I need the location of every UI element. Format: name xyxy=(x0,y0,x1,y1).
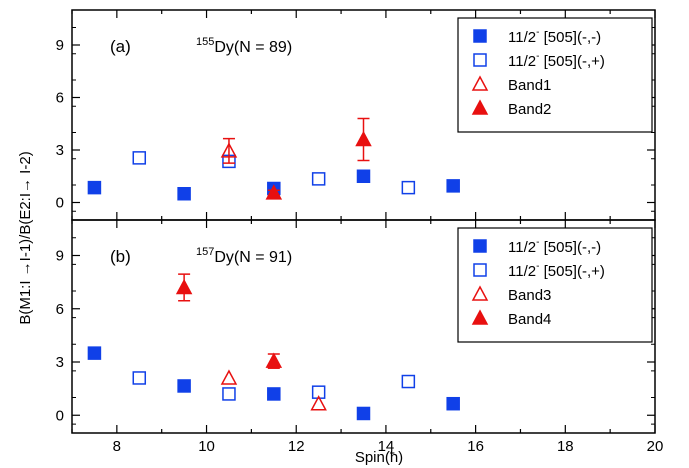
data-point xyxy=(220,369,238,385)
legend: 11/2- [505](-,-)11/2- [505](-,+)Band3Ban… xyxy=(457,227,653,343)
legend-label-main: Band2 xyxy=(508,101,551,118)
y-tick-label: 0 xyxy=(56,195,64,212)
data-point xyxy=(87,346,102,360)
panel-label: (b) xyxy=(110,247,131,266)
legend-marker xyxy=(471,99,489,115)
series-band2 xyxy=(265,117,372,200)
series-11-2-505- xyxy=(87,346,460,421)
legend-marker xyxy=(473,53,487,67)
y-tick-label: 3 xyxy=(56,354,64,371)
legend-label: 11/2- [505](-,+) xyxy=(508,51,605,70)
data-point xyxy=(222,387,236,401)
data-point xyxy=(265,184,283,200)
legend: 11/2- [505](-,-)11/2- [505](-,+)Band1Ban… xyxy=(457,17,653,133)
legend-label-rest: [505](-,+) xyxy=(539,263,604,280)
y-tick-label: 9 xyxy=(56,248,64,265)
legend-label-sup: - xyxy=(536,261,539,272)
nucleus-text: Dy(N = 91) xyxy=(214,249,292,266)
legend-label-main: Band1 xyxy=(508,77,551,94)
legend-marker xyxy=(473,29,487,43)
x-tick-label: 8 xyxy=(113,438,121,455)
y-tick-label: 6 xyxy=(56,301,64,318)
data-point xyxy=(355,130,372,147)
legend-label: Band1 xyxy=(508,77,551,94)
data-point xyxy=(177,379,191,393)
series-11-2-505- xyxy=(132,151,416,195)
nucleus-label: 155Dy(N = 89) xyxy=(196,36,292,56)
y-tick-label: 3 xyxy=(56,142,64,159)
legend-label-main: Band4 xyxy=(508,311,551,328)
y-tick-label: 0 xyxy=(56,407,64,424)
data-point xyxy=(446,179,460,193)
data-point xyxy=(356,169,371,183)
data-point xyxy=(310,395,327,411)
data-point xyxy=(401,374,416,389)
data-point xyxy=(87,180,102,195)
legend-label: 11/2- [505](-,-) xyxy=(508,27,601,46)
legend-label-rest: [505](-,-) xyxy=(539,29,601,46)
legend-label-main: 11/2 xyxy=(508,263,536,280)
data-point xyxy=(267,387,281,401)
nucleus-label: 157Dy(N = 91) xyxy=(196,246,292,266)
x-tick-label: 12 xyxy=(288,438,305,455)
data-point xyxy=(446,396,460,411)
x-tick-label: 10 xyxy=(198,438,215,455)
legend-label: 11/2- [505](-,-) xyxy=(508,237,601,256)
panel-label: (a) xyxy=(110,37,131,56)
legend-label: Band3 xyxy=(508,287,551,304)
nucleus-mass: 157 xyxy=(196,246,214,258)
legend-label-main: Band3 xyxy=(508,287,551,304)
x-axis-label: Spin(ħ) xyxy=(355,449,403,466)
data-point xyxy=(220,142,238,158)
legend-label-sup: - xyxy=(536,51,539,62)
legend-label-main: 11/2 xyxy=(508,239,536,256)
legend-marker xyxy=(473,239,487,253)
legend-label: Band2 xyxy=(508,101,551,118)
nucleus-text: Dy(N = 89) xyxy=(214,39,292,56)
legend-marker xyxy=(473,263,487,277)
data-point xyxy=(132,371,147,385)
data-point xyxy=(177,187,191,201)
x-tick-label: 16 xyxy=(467,438,484,455)
legend-label-rest: [505](-,-) xyxy=(539,239,601,256)
data-point xyxy=(265,352,283,368)
legend-label: Band4 xyxy=(508,311,551,328)
data-point xyxy=(132,151,147,165)
legend-marker xyxy=(471,309,489,325)
data-point xyxy=(311,172,326,186)
data-point xyxy=(401,180,416,195)
y-tick-label: 9 xyxy=(56,37,64,54)
legend-label-main: 11/2 xyxy=(508,29,536,46)
plot-frame xyxy=(71,219,656,434)
series-band1 xyxy=(220,137,238,164)
legend-marker xyxy=(471,285,489,301)
legend-label-sup: - xyxy=(536,27,539,38)
legend-box xyxy=(457,227,653,343)
x-tick-label: 14 xyxy=(378,438,395,455)
legend-label-main: 11/2 xyxy=(508,53,536,70)
legend-box xyxy=(457,17,653,133)
legend-label-rest: [505](-,+) xyxy=(539,53,604,70)
x-tick-label: 20 xyxy=(647,438,664,455)
legend-marker xyxy=(471,75,489,91)
legend-label-sup: - xyxy=(536,237,539,248)
data-point xyxy=(356,406,371,421)
x-tick-label: 18 xyxy=(557,438,574,455)
legend-label: 11/2- [505](-,+) xyxy=(508,261,605,280)
data-point xyxy=(175,278,193,295)
series-band3 xyxy=(220,369,327,411)
nucleus-mass: 155 xyxy=(196,36,214,48)
y-tick-label: 6 xyxy=(56,90,64,107)
series-band4 xyxy=(175,273,283,369)
y-axis-label: B(M1:I →I-1)/B(E2:I→ I-2) xyxy=(17,151,34,324)
